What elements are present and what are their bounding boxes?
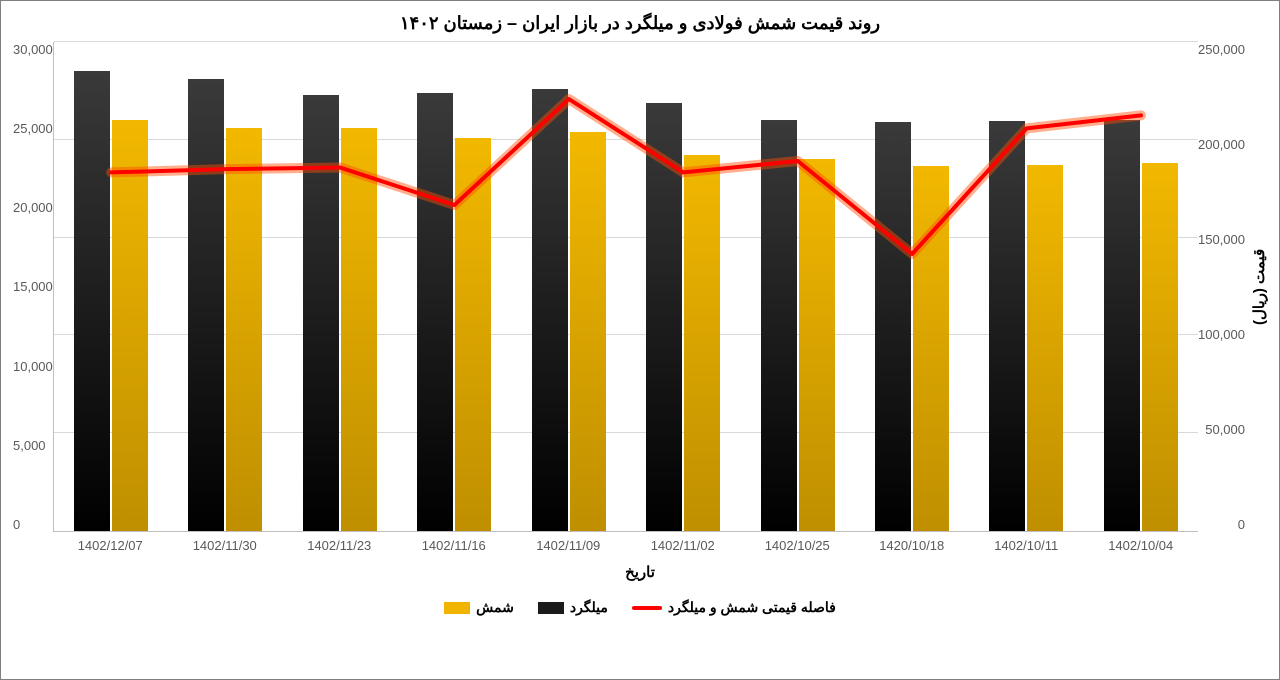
x-tick: 1402/11/02 [626,532,741,553]
y-axis-left-ticks: 250,000 200,000 150,000 100,000 50,000 0 [1198,42,1249,532]
y-right-tick: 20,000 [13,200,53,215]
y-left-tick: 0 [1198,517,1245,532]
x-tick: 1402/12/07 [53,532,168,553]
y-right-tick: 15,000 [13,279,53,294]
y-left-tick: 250,000 [1198,42,1245,57]
y-axis-right-ticks: 30,000 25,000 20,000 15,000 10,000 5,000 0 [9,42,53,532]
y-right-tick: 25,000 [13,121,53,136]
y-left-tick: 100,000 [1198,327,1245,342]
y-right-tick: 30,000 [13,42,53,57]
chart-container: روند قیمت شمش فولادی و میلگرد در بازار ا… [1,1,1279,679]
legend-label-milgerd: میلگرد [570,599,608,616]
x-axis-label: تاریخ [9,563,1271,581]
x-tick: 1402/10/11 [969,532,1084,553]
x-tick: 1420/10/18 [855,532,970,553]
legend-label-line: فاصله قیمتی شمش و میلگرد [668,599,836,616]
y-left-tick: 50,000 [1198,422,1245,437]
swatch-shemsh [444,602,470,614]
legend-item-shemsh: شمش [444,599,514,616]
x-tick: 1402/11/30 [168,532,283,553]
chart-title: روند قیمت شمش فولادی و میلگرد در بازار ا… [9,13,1271,34]
y-right-tick: 10,000 [13,359,53,374]
legend-item-milgerd: میلگرد [538,599,608,616]
plot-area [53,42,1198,532]
y-axis-left-label: قیمت (ریال) [1249,42,1271,532]
x-tick: 1402/10/04 [1084,532,1199,553]
line-overlay [54,42,1198,531]
plot-row: قیمت (ریال) 250,000 200,000 150,000 100,000… [9,42,1271,532]
legend-item-line: فاصله قیمتی شمش و میلگرد [632,599,836,616]
x-tick: 1402/11/09 [511,532,626,553]
x-tick: 1402/10/25 [740,532,855,553]
y-left-tick: 150,000 [1198,232,1245,247]
legend-label-shemsh: شمش [476,599,514,616]
x-tick: 1402/11/23 [282,532,397,553]
legend: شمش میلگرد فاصله قیمتی شمش و میلگرد [9,599,1271,616]
swatch-line [632,606,662,610]
y-right-tick: 0 [13,517,53,532]
x-axis-ticks: 1402/10/041402/10/111420/10/181402/10/25… [53,532,1198,553]
y-right-tick: 5,000 [13,438,53,453]
swatch-milgerd [538,602,564,614]
x-tick: 1402/11/16 [397,532,512,553]
y-left-tick: 200,000 [1198,137,1245,152]
